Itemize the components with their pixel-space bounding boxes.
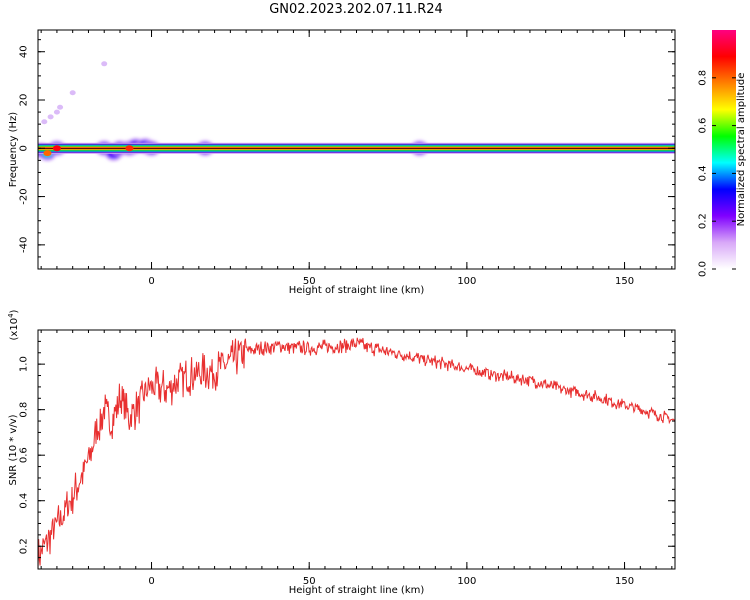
bottom-x-tick-label: 150 xyxy=(615,576,634,587)
bottom-y-multiplier: (x104) xyxy=(7,309,20,340)
spectral-trail-point xyxy=(53,109,60,115)
bottom-y-tick-label: 0.4 xyxy=(19,493,30,509)
spectral-trail-point xyxy=(57,104,64,110)
top-x-tick-label: 150 xyxy=(615,276,634,287)
bottom-x-tick-label: 50 xyxy=(303,576,316,587)
colorbar-tick-label: 0.2 xyxy=(698,213,709,229)
bottom-y-tick-label: 0.2 xyxy=(19,538,30,554)
bottom-y-tick-label: 1.0 xyxy=(19,356,30,372)
top-y-tick-label: 20 xyxy=(19,94,30,107)
spectrogram-data xyxy=(38,61,675,162)
top-x-tick-label: 50 xyxy=(303,276,316,287)
colorbar-tick-label: 0.4 xyxy=(698,165,709,181)
snr-data xyxy=(38,337,675,569)
spectral-trail-point xyxy=(69,90,76,96)
colorbar-tick-label: 0.6 xyxy=(698,118,709,134)
spectrogram-plot: 0 50 100 150 40 20 0 -20 -40 Height of straight l… xyxy=(8,29,676,296)
snr-series-line xyxy=(38,337,675,569)
colorbar: 0.0 0.2 0.4 0.6 0.8 Normalized spectral ampli… xyxy=(698,30,747,277)
top-y-axis-label: Frequency (Hz) xyxy=(8,112,19,188)
top-y-tick-label: -20 xyxy=(19,188,30,204)
colorbar-label: Normalized spectral amplitude xyxy=(736,73,747,227)
spectral-blob-core xyxy=(43,150,52,157)
bottom-x-tick-label: 0 xyxy=(148,576,154,587)
top-x-tick-label: 100 xyxy=(457,276,476,287)
bottom-x-axis-label: Height of straight line (km) xyxy=(289,585,425,596)
colorbar-tick-label: 0.0 xyxy=(698,261,709,277)
bottom-y-tick-label: 0.8 xyxy=(19,402,30,418)
colorbar-tick-label: 0.8 xyxy=(698,70,709,86)
spectral-blob-core xyxy=(52,145,61,152)
colorbar-gradient xyxy=(712,30,736,269)
bottom-frame xyxy=(37,329,676,570)
top-y-tick-label: -40 xyxy=(19,237,30,253)
bottom-x-tick-label: 100 xyxy=(457,576,476,587)
top-y-tick-label: 40 xyxy=(19,45,30,58)
bottom-y-axis-label: SNR (10 * v/v) xyxy=(8,414,19,485)
spectral-trail-point xyxy=(47,114,54,120)
snr-plot: 0 50 100 150 0.2 0.4 0.6 0.8 1.0 Height of straig… xyxy=(7,309,676,596)
spectral-blob-core xyxy=(125,145,134,152)
chart-title: GN02.2023.202.07.11.R24 xyxy=(269,2,443,17)
top-y-tick-label: 0 xyxy=(19,145,30,151)
bottom-y-tick-label: 0.6 xyxy=(19,447,30,463)
spectral-trail-point xyxy=(101,61,108,67)
top-x-tick-label: 0 xyxy=(148,276,154,287)
top-x-axis-label: Height of straight line (km) xyxy=(289,285,425,296)
spectral-trail-point xyxy=(41,119,48,125)
